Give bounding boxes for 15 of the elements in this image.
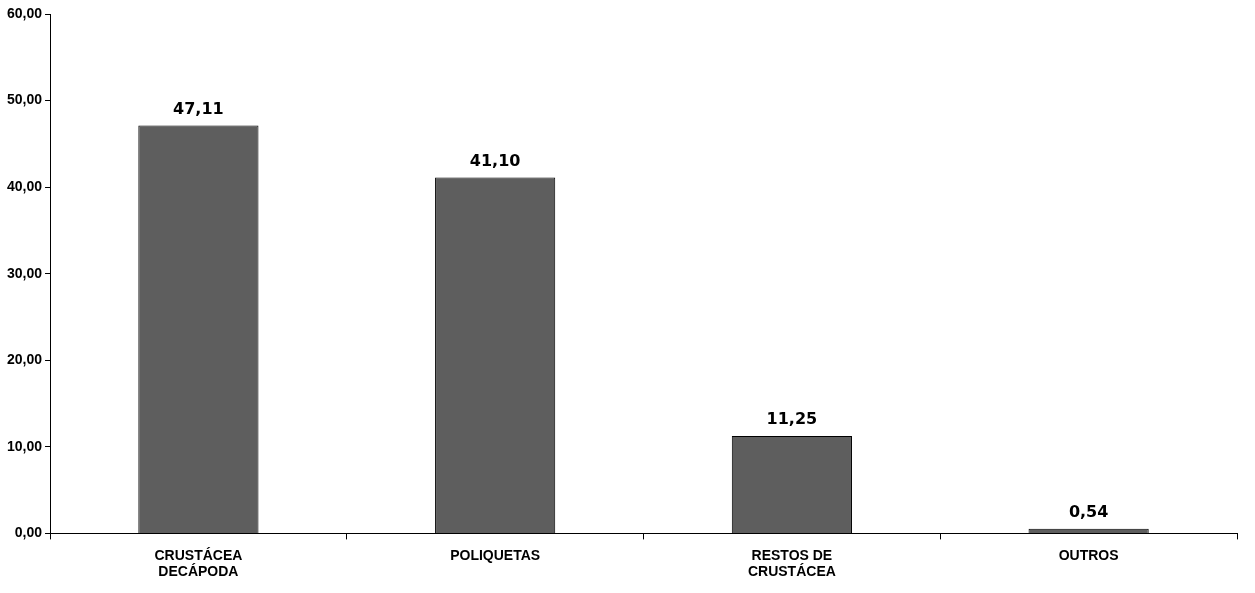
y-tick-label: 60,00 (6, 4, 43, 21)
y-tick-label: 30,00 (6, 264, 43, 281)
y-tick-label: 0,00 (14, 524, 43, 541)
x-tick-label: OUTROS (1058, 546, 1119, 563)
y-tick-label: 50,00 (6, 91, 43, 108)
y-tick-label: 10,00 (6, 437, 43, 454)
x-tick-label: CRUSTÁCEA DECÁPODA (154, 546, 243, 580)
data-label: 0,54 (1068, 501, 1109, 521)
data-label: 47,11 (173, 98, 224, 118)
x-tick-label: RESTOS DE CRUSTÁCEA (747, 546, 836, 580)
y-tick-label: 20,00 (6, 351, 43, 368)
x-tick-label: POLIQUETAS (450, 546, 541, 563)
y-tick-label: 40,00 (6, 177, 43, 194)
data-label: 41,10 (469, 150, 521, 170)
data-label: 11,25 (766, 409, 818, 429)
